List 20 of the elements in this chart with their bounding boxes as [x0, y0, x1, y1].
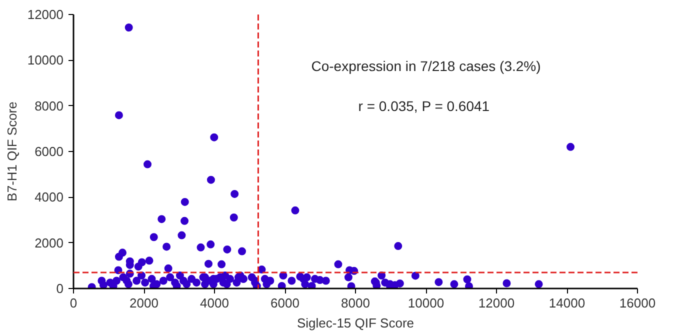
x-tick-label: 12000 — [478, 296, 515, 310]
y-tick-label: 4000 — [34, 190, 64, 205]
x-tick-label: 2000 — [130, 296, 158, 310]
x-tick-label: 4000 — [200, 296, 229, 310]
x-tick-label: 8000 — [341, 296, 370, 310]
y-tick-label: 12000 — [27, 7, 64, 22]
x-tick-label: 10000 — [408, 296, 444, 310]
x-tick-label: 0 — [70, 296, 78, 310]
annotation: r = 0.035, P = 0.6041 — [358, 98, 490, 114]
y-axis-title: B7-H1 QIF Score — [4, 102, 20, 202]
x-tick-label: 16000 — [619, 296, 656, 310]
y-tick-label: 8000 — [34, 98, 64, 114]
y-tick-label: 10000 — [27, 52, 64, 68]
x-tick-label: 14000 — [548, 296, 586, 310]
x-tick-label: 6000 — [270, 296, 300, 310]
y-tick-label: 0 — [56, 281, 64, 296]
x-axis-title: Siglec-15 QIF Score — [296, 316, 414, 330]
y-tick-label: 2000 — [34, 235, 64, 250]
annotation: Co-expression in 7/218 cases (3.2%) — [311, 58, 541, 74]
y-tick-label: 6000 — [34, 144, 64, 159]
